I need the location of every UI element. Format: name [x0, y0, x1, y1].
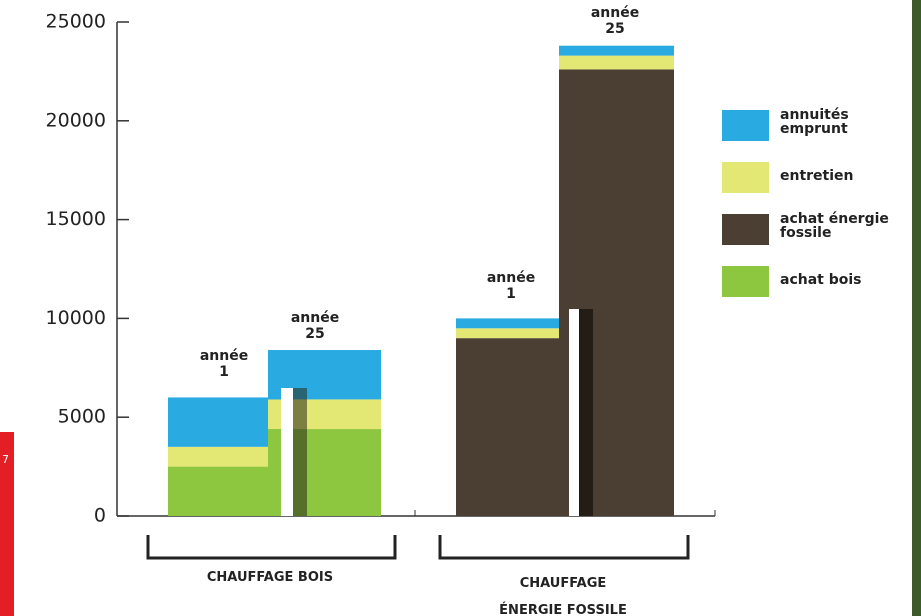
- y-tick-label: 20000: [46, 109, 106, 131]
- gap: [569, 309, 579, 516]
- legend-swatch: [722, 214, 769, 245]
- gap: [281, 388, 293, 516]
- bar-label: année 25: [590, 5, 640, 37]
- y-tick-label: 0: [94, 505, 106, 527]
- legend-label: entretien: [780, 168, 854, 184]
- shadow: [293, 388, 307, 516]
- legend-swatch: [722, 266, 769, 297]
- page-strip: [0, 432, 14, 616]
- legend-swatch: [722, 110, 769, 141]
- group-bracket: [438, 535, 690, 560]
- group-label: CHAUFFAGE BOIS: [206, 570, 334, 585]
- bar-label: année 1: [199, 348, 249, 380]
- legend-swatch: [722, 162, 769, 193]
- bar-label: année 25: [290, 310, 340, 342]
- y-tick-label: 25000: [46, 11, 106, 33]
- legend-label: achat bois: [780, 272, 862, 288]
- photo-strip: [912, 0, 921, 616]
- legend-label: annuités emprunt: [780, 107, 849, 137]
- bar-segment: [559, 55, 674, 70]
- bar-segment: [559, 45, 674, 56]
- bar-segment: [456, 318, 569, 329]
- group-bracket: [146, 535, 397, 560]
- bar-segment: [456, 338, 569, 516]
- y-tick-label: 15000: [46, 208, 106, 230]
- y-tick-label: 5000: [58, 406, 106, 428]
- bar-segment: [456, 328, 569, 339]
- y-tick-label: 10000: [46, 307, 106, 329]
- bar-segment: [168, 397, 281, 447]
- bar-segment: [168, 446, 281, 467]
- page-number: 7: [2, 453, 9, 466]
- group-label: CHAUFFAGE ÉNERGIE FOSSILE: [499, 576, 627, 616]
- bar-label: année 1: [486, 270, 536, 302]
- bar-segment: [168, 466, 281, 516]
- shadow: [579, 309, 593, 516]
- legend-label: achat énergie fossile: [780, 211, 889, 241]
